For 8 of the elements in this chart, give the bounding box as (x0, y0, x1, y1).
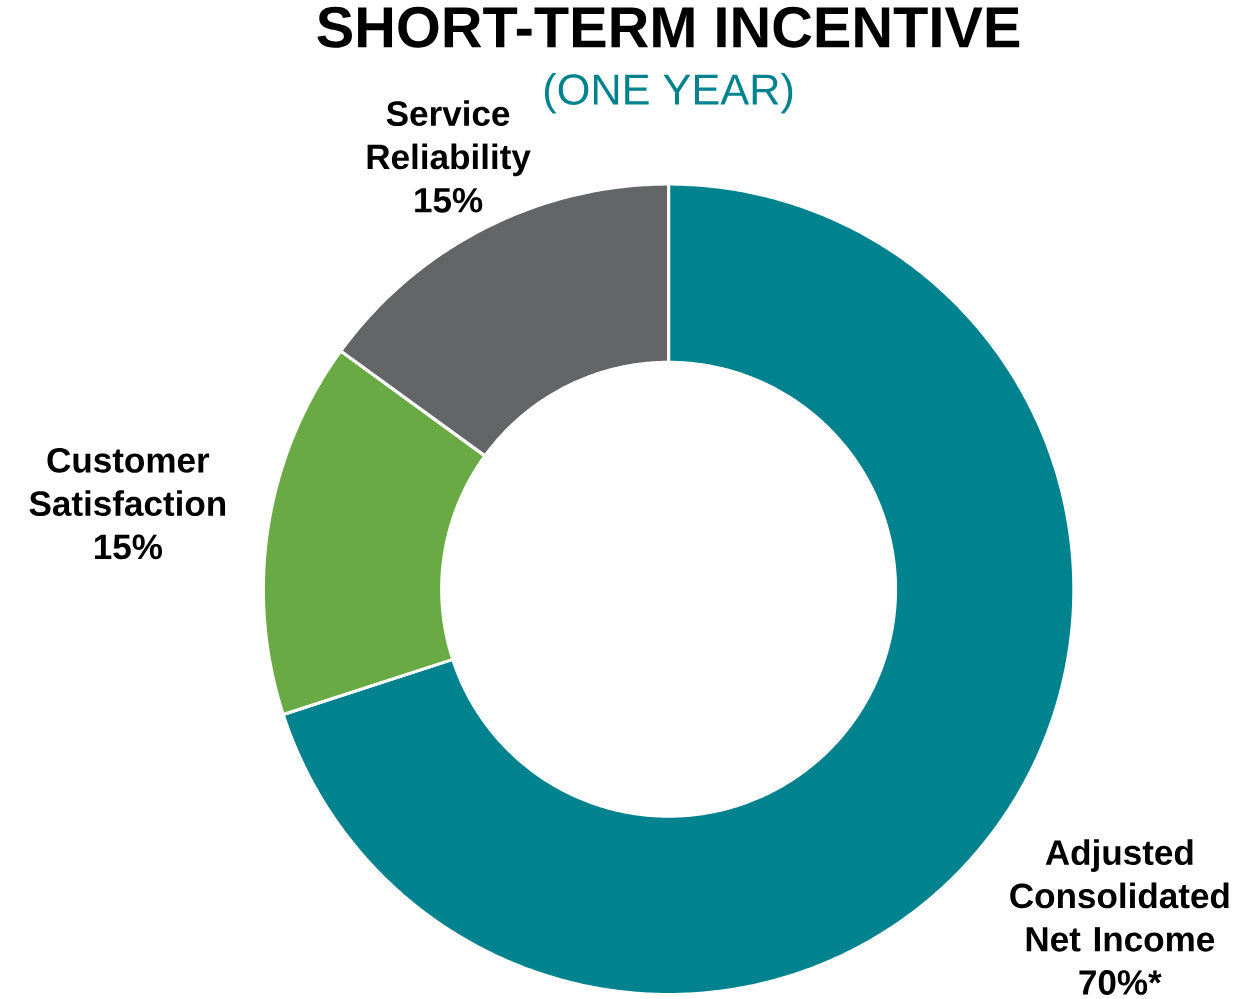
chart-title: SHORT-TERM INCENTIVE (317, 6, 1020, 48)
data-label: 15% (415, 187, 483, 213)
data-label: 15% (94, 534, 162, 560)
slice-label: Adjusted Consolidated Net Income (1010, 839, 1229, 952)
slice-label: Customer Satisfaction (29, 447, 226, 517)
slice-label: Service Reliability (367, 100, 531, 177)
data-label: 70%* (1079, 970, 1162, 995)
chart-subtitle: (ONE YEAR) (544, 73, 793, 114)
